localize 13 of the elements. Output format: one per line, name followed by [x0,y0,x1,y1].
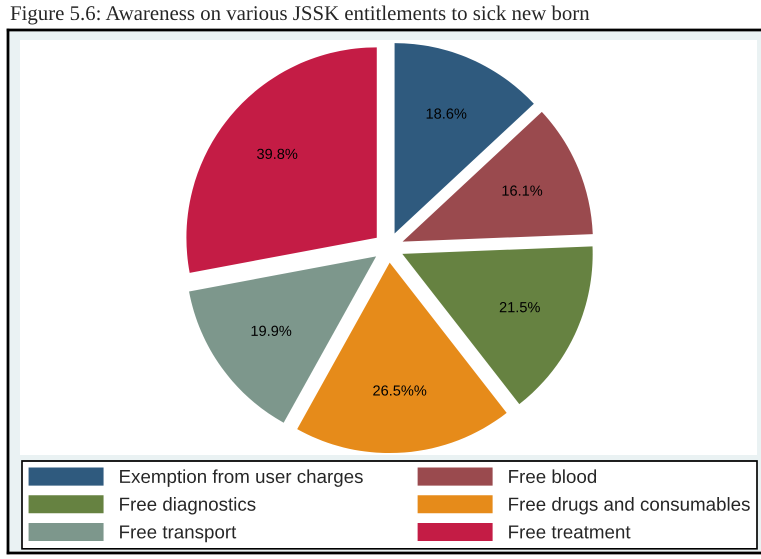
legend-label: Free transport [120,525,236,542]
data-label: 39.8% [257,148,298,160]
data-label: 21.5% [500,302,540,312]
legend-label: Free blood [509,469,596,484]
data-label: 18.6% [426,108,466,119]
data-label: 26.5%% [373,385,426,396]
data-label: 16.1% [502,185,542,196]
legend-label: Exemption from user charges [120,469,363,487]
chart-title: Figure 5.6: Awareness on various JSSK entitlements to sick new born [10,6,590,24]
legend-label: Free diagnostics [120,497,256,515]
legend-label: Free treatment [509,525,630,539]
legend-label: Free drugs and consumables [509,497,750,515]
data-label: 19.9% [252,326,292,336]
